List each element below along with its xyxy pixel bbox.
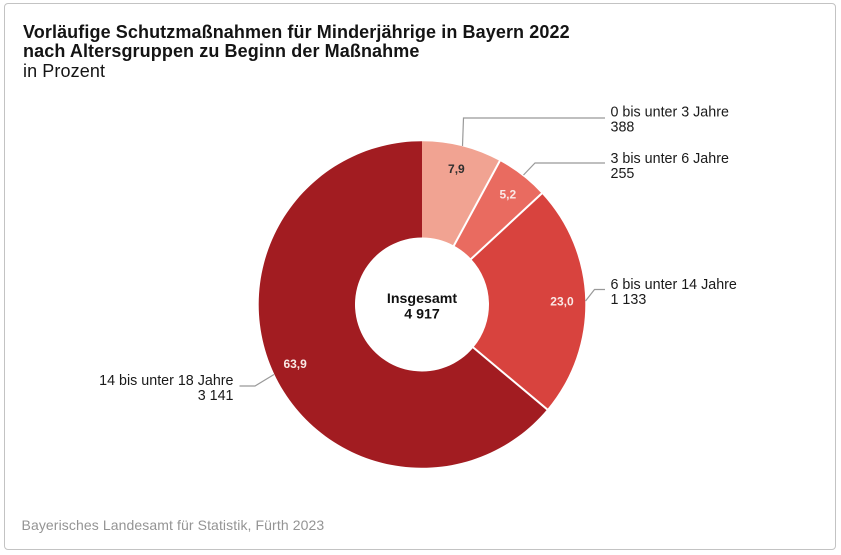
chart-title-block: Vorläufige Schutzmaßnahmen für Minderjäh…: [23, 21, 570, 82]
callout-label-1: 3 bis unter 6 Jahre: [611, 151, 729, 167]
chart-title-line1: Vorläufige Schutzmaßnahmen für Minderjäh…: [23, 21, 570, 42]
pie-slice-2[interactable]: [471, 193, 586, 410]
callout-count-2: 1 133: [611, 292, 647, 308]
callout-leader-2: [585, 288, 605, 302]
center-label-value: 4 917: [404, 307, 440, 323]
pie-slice-0[interactable]: [422, 141, 500, 246]
slice-percent-label-2: 23,0: [550, 294, 574, 308]
slice-percent-label-1: 5,2: [499, 187, 516, 201]
callout-leader-3: [239, 373, 275, 387]
callout-count-0: 388: [611, 120, 635, 136]
slice-separator-0: [452, 159, 501, 247]
donut-slices-group: [258, 141, 586, 468]
callout-count-3: 3 141: [198, 388, 234, 404]
callout-label-0: 0 bis unter 3 Jahre: [611, 105, 729, 121]
chart-title-line2: nach Altersgruppen zu Beginn der Maßnahm…: [23, 41, 420, 62]
source-note: Bayerisches Landesamt für Statistik, Für…: [21, 517, 325, 534]
pie-slice-3[interactable]: [258, 141, 548, 468]
callout-count-1: 255: [611, 166, 635, 182]
callout-label-2: 6 bis unter 14 Jahre: [611, 277, 737, 293]
slice-separator-2: [472, 346, 549, 411]
slice-percent-label-3: 63,9: [283, 357, 307, 371]
callout-leader-1: [523, 162, 605, 176]
callout-leader-lines: [239, 117, 605, 387]
center-label-title: Insgesamt: [387, 291, 457, 307]
callout-leader-0: [461, 117, 605, 147]
pie-slice-1[interactable]: [453, 160, 542, 259]
slice-separator-1: [470, 192, 543, 261]
donut-separators-group: [452, 159, 549, 411]
slice-percent-label-0: 7,9: [448, 162, 465, 176]
callout-label-3: 14 bis unter 18 Jahre: [99, 373, 233, 389]
chart-unit-label: in Prozent: [23, 60, 106, 81]
